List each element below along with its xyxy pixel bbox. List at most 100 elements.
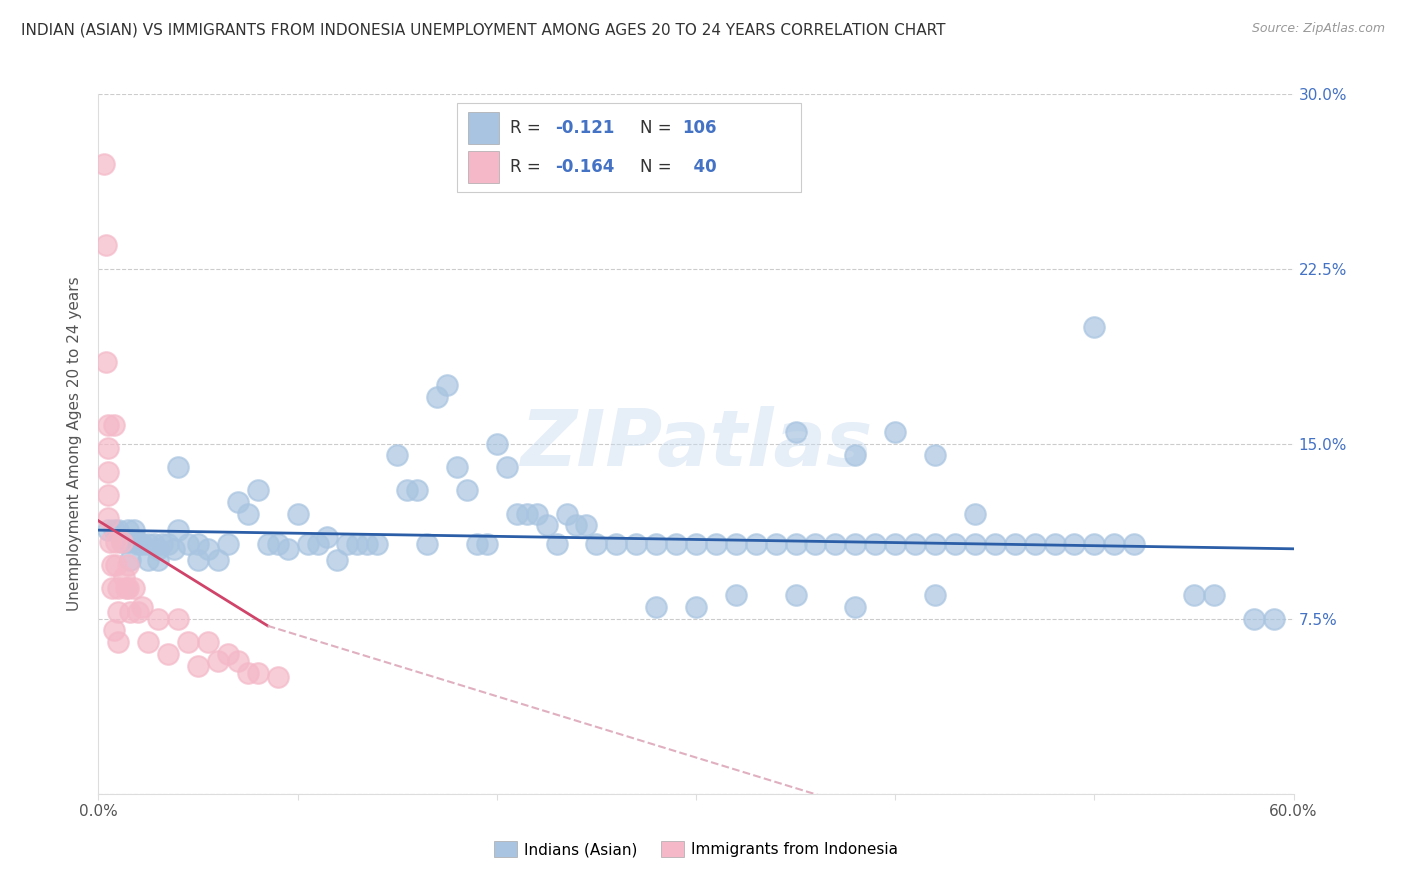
Point xyxy=(724,589,747,603)
Point xyxy=(426,390,449,404)
Point xyxy=(157,537,180,551)
Point xyxy=(1083,537,1105,551)
Point xyxy=(724,537,747,551)
Point xyxy=(167,460,190,475)
Point xyxy=(226,654,249,668)
Point xyxy=(546,537,568,551)
Point xyxy=(267,537,290,551)
Point xyxy=(326,553,349,567)
Point xyxy=(117,582,139,596)
Point xyxy=(120,605,142,619)
Point xyxy=(526,507,548,521)
Point xyxy=(167,612,190,626)
Point xyxy=(107,605,129,619)
Point xyxy=(1123,537,1146,551)
Point xyxy=(884,537,907,551)
Point xyxy=(884,425,907,439)
Point xyxy=(963,537,986,551)
Point xyxy=(117,523,139,537)
Point xyxy=(167,523,190,537)
Point xyxy=(105,558,128,573)
Point xyxy=(943,537,966,551)
Point xyxy=(112,570,135,584)
Point xyxy=(105,534,128,549)
Text: Source: ZipAtlas.com: Source: ZipAtlas.com xyxy=(1251,22,1385,36)
Point xyxy=(187,658,209,673)
Point xyxy=(97,465,120,479)
Point xyxy=(103,418,125,433)
Point xyxy=(416,537,439,551)
Point xyxy=(1004,537,1026,551)
Point xyxy=(495,460,517,475)
Point xyxy=(277,541,299,556)
Point xyxy=(704,537,727,551)
Point xyxy=(157,647,180,661)
Point xyxy=(555,507,578,521)
Point xyxy=(984,537,1007,551)
Point xyxy=(107,523,129,537)
Point xyxy=(117,534,139,549)
Point xyxy=(127,537,149,551)
Point xyxy=(115,582,138,596)
Point xyxy=(844,537,866,551)
Point xyxy=(844,600,866,615)
Point xyxy=(136,553,159,567)
Point xyxy=(177,635,200,649)
Point xyxy=(207,654,229,668)
Point xyxy=(267,670,290,684)
Point xyxy=(136,635,159,649)
Point xyxy=(336,537,359,551)
Point xyxy=(516,507,538,521)
Point xyxy=(120,553,142,567)
Point xyxy=(124,523,146,537)
Point xyxy=(924,449,946,463)
Point xyxy=(111,534,134,549)
Point xyxy=(1024,537,1046,551)
Point xyxy=(197,541,219,556)
Point xyxy=(804,537,827,551)
Point xyxy=(963,507,986,521)
Point xyxy=(111,534,134,549)
Point xyxy=(287,507,309,521)
Point xyxy=(101,582,124,596)
Text: R =: R = xyxy=(510,158,547,176)
Point xyxy=(475,537,498,551)
Point xyxy=(465,537,488,551)
Text: N =: N = xyxy=(640,158,676,176)
Point xyxy=(226,495,249,509)
Point xyxy=(163,541,186,556)
Point xyxy=(506,507,529,521)
Point xyxy=(1202,589,1225,603)
Point xyxy=(217,537,239,551)
Point xyxy=(187,537,209,551)
Point xyxy=(143,537,166,551)
Point xyxy=(136,537,159,551)
Point xyxy=(197,635,219,649)
Point xyxy=(844,449,866,463)
Point xyxy=(103,523,125,537)
Point xyxy=(785,537,807,551)
Point xyxy=(131,537,153,551)
Point xyxy=(236,665,259,680)
Point xyxy=(101,558,124,573)
Point xyxy=(97,418,120,433)
Text: -0.164: -0.164 xyxy=(555,158,614,176)
Text: 106: 106 xyxy=(682,119,717,136)
Point xyxy=(536,518,558,533)
Point xyxy=(97,511,120,525)
Text: 40: 40 xyxy=(682,158,717,176)
Point xyxy=(765,537,787,551)
Point xyxy=(626,537,648,551)
Point xyxy=(904,537,927,551)
Point xyxy=(645,537,668,551)
Point xyxy=(236,507,259,521)
Point xyxy=(1083,320,1105,334)
Point xyxy=(1063,537,1085,551)
Point xyxy=(745,537,768,551)
Point xyxy=(565,518,588,533)
Y-axis label: Unemployment Among Ages 20 to 24 years: Unemployment Among Ages 20 to 24 years xyxy=(67,277,83,611)
Point xyxy=(96,355,118,369)
Point xyxy=(127,534,149,549)
Point xyxy=(297,537,319,551)
Point xyxy=(924,589,946,603)
